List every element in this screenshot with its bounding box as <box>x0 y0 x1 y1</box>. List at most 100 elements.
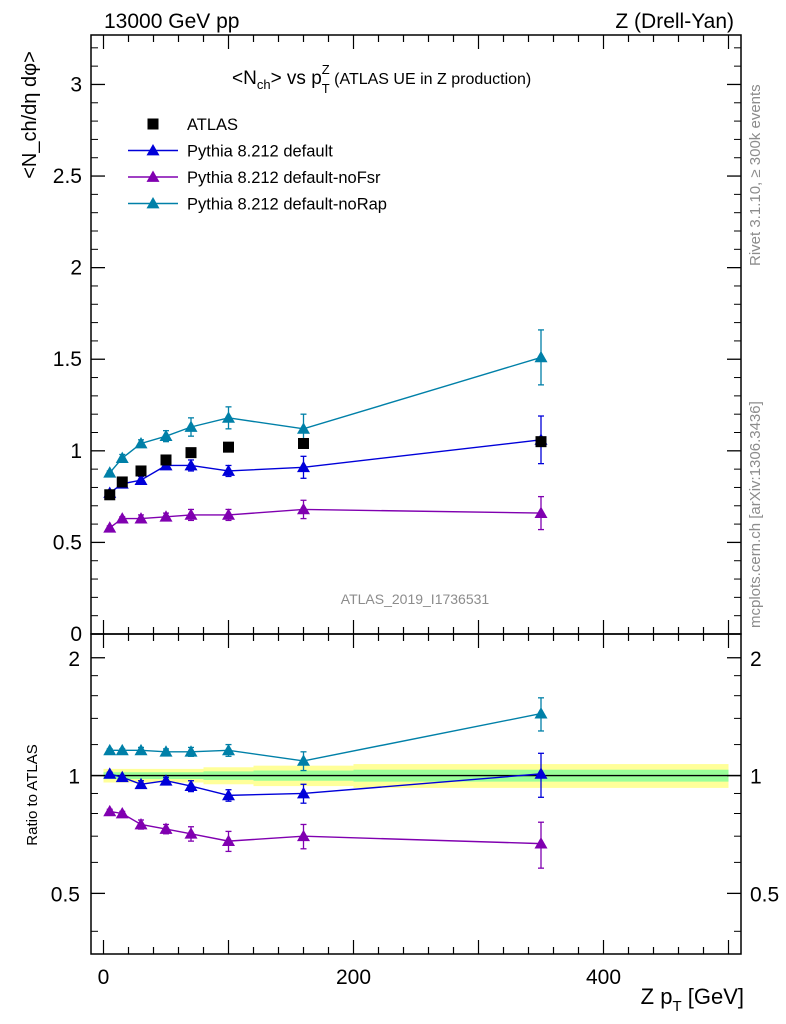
series-line-noRap <box>109 356 542 474</box>
energy-label: 13000 GeV pp <box>104 10 239 33</box>
main-axes: 0 0.5 1 1.5 2 2.5 3 <box>53 34 742 646</box>
data-point-noFsr <box>184 827 198 839</box>
x-tick-label: 200 <box>336 966 371 989</box>
main-y-tick-label: 1.5 <box>53 348 82 371</box>
data-point-default <box>184 458 198 471</box>
legend-marker-noFsr <box>146 170 160 182</box>
data-point-noFsr <box>222 834 235 846</box>
data-point-default <box>134 777 148 790</box>
legend-label-noFsr: Pythia 8.212 default-noFsr <box>187 169 381 187</box>
data-point-noFsr <box>134 817 148 830</box>
data-point-noFsr <box>159 822 173 834</box>
data-point-noRap <box>297 422 310 434</box>
ratio-series-layer <box>103 697 548 869</box>
data-point-default <box>222 464 235 476</box>
data-point-noRap <box>184 745 198 757</box>
data-point-noRap <box>134 743 148 756</box>
analysis-watermark: ATLAS_2019_I1736531 <box>341 591 490 607</box>
data-point-default <box>159 774 173 786</box>
mcplots-label: mcplots.cern.ch [arXiv:1306.3436] <box>747 401 764 628</box>
data-point-noRap <box>222 743 235 756</box>
main-y-tick-label: 2 <box>70 257 82 280</box>
data-point-noFsr <box>534 506 548 518</box>
ratio-y-tick-label-right: 0.5 <box>750 883 779 906</box>
data-point-noFsr <box>115 512 129 524</box>
legend-label-atlas: ATLAS <box>187 116 238 134</box>
data-point-noFsr <box>184 508 198 520</box>
legend-item-noFsr: Pythia 8.212 default-noFsr <box>128 169 381 187</box>
data-point-noFsr <box>115 806 129 819</box>
data-point-noFsr <box>159 510 173 522</box>
legend-marker-default <box>146 144 160 156</box>
data-point-noFsr <box>297 502 310 515</box>
series-noRap <box>103 329 548 478</box>
data-point-noFsr <box>103 804 117 817</box>
data-point-default <box>534 767 548 779</box>
series-line-noFsr <box>109 810 542 845</box>
data-point-noRap <box>534 350 548 363</box>
data-point-noFsr <box>103 521 117 533</box>
main-series-layer <box>103 329 548 533</box>
data-point-atlas <box>223 441 234 453</box>
data-point-noRap <box>222 411 235 423</box>
data-point-atlas <box>116 476 128 488</box>
main-y-axis-label: <N_ch/dη dφ> <box>19 51 41 179</box>
ratio-y-tick-label-right: 2 <box>750 648 762 671</box>
data-point-default <box>297 786 310 799</box>
data-point-noRap <box>159 745 173 757</box>
data-point-default <box>297 460 310 473</box>
data-point-default <box>134 473 148 486</box>
data-point-atlas <box>185 447 197 459</box>
data-point-default <box>115 770 129 783</box>
data-point-default <box>222 788 235 801</box>
series-noFsr <box>103 495 548 533</box>
main-y-tick-label: 2.5 <box>53 165 82 188</box>
data-point-noRap <box>103 466 117 478</box>
legend-marker-noRap <box>146 197 160 209</box>
data-point-atlas <box>135 465 147 477</box>
data-point-noRap <box>297 754 310 766</box>
data-point-noRap <box>103 743 117 756</box>
data-point-noFsr <box>534 837 548 849</box>
series-atlas <box>104 436 547 501</box>
series-line-noRap <box>109 712 542 762</box>
ratio-y-tick-label: 1 <box>68 766 80 789</box>
x-axis-label: Z pT [GeV] <box>641 984 744 1015</box>
series-noRap <box>103 697 548 772</box>
legend-label-default: Pythia 8.212 default <box>187 143 333 161</box>
main-y-tick-label: 0 <box>70 623 82 646</box>
data-point-noFsr <box>222 508 235 520</box>
data-point-noRap <box>115 451 129 464</box>
series-default <box>103 752 548 804</box>
data-point-atlas <box>298 437 309 449</box>
main-y-tick-label: 1 <box>70 440 82 463</box>
rivet-label: Rivet 3.1.10, ≥ 300k events <box>747 84 764 266</box>
series-noFsr <box>103 804 548 869</box>
data-point-default <box>184 779 198 791</box>
data-point-noRap <box>134 436 148 449</box>
data-point-atlas <box>104 489 116 501</box>
ratio-frame <box>90 633 742 955</box>
ratio-axes: 0.5 0.5 1 1 2 2 0 200 400 <box>51 633 779 989</box>
plot-title: <Nch> vs pZ T (ATLAS UE in Z production) <box>232 62 531 96</box>
x-tick-label: 400 <box>586 966 621 989</box>
data-point-noRap <box>184 420 198 432</box>
legend-item-default: Pythia 8.212 default <box>128 143 333 161</box>
data-point-noFsr <box>297 829 310 842</box>
x-tick-label: 0 <box>98 966 110 989</box>
legend-label-noRap: Pythia 8.212 default-noRap <box>187 196 387 214</box>
data-point-noRap <box>534 707 548 719</box>
data-point-atlas <box>535 436 547 448</box>
ratio-y-tick-label: 2 <box>68 648 80 671</box>
data-point-atlas <box>160 454 172 466</box>
series-line-default <box>109 439 542 494</box>
legend-item-atlas: ATLAS <box>147 116 238 134</box>
data-point-noRap <box>159 429 173 442</box>
main-y-tick-label: 0.5 <box>53 531 82 554</box>
process-label: Z (Drell-Yan) <box>615 10 734 33</box>
data-point-noRap <box>115 743 129 756</box>
legend: ATLAS Pythia 8.212 default Pythia 8.212 de… <box>128 116 387 214</box>
series-line-noFsr <box>109 508 542 529</box>
legend-marker-atlas <box>147 118 159 130</box>
